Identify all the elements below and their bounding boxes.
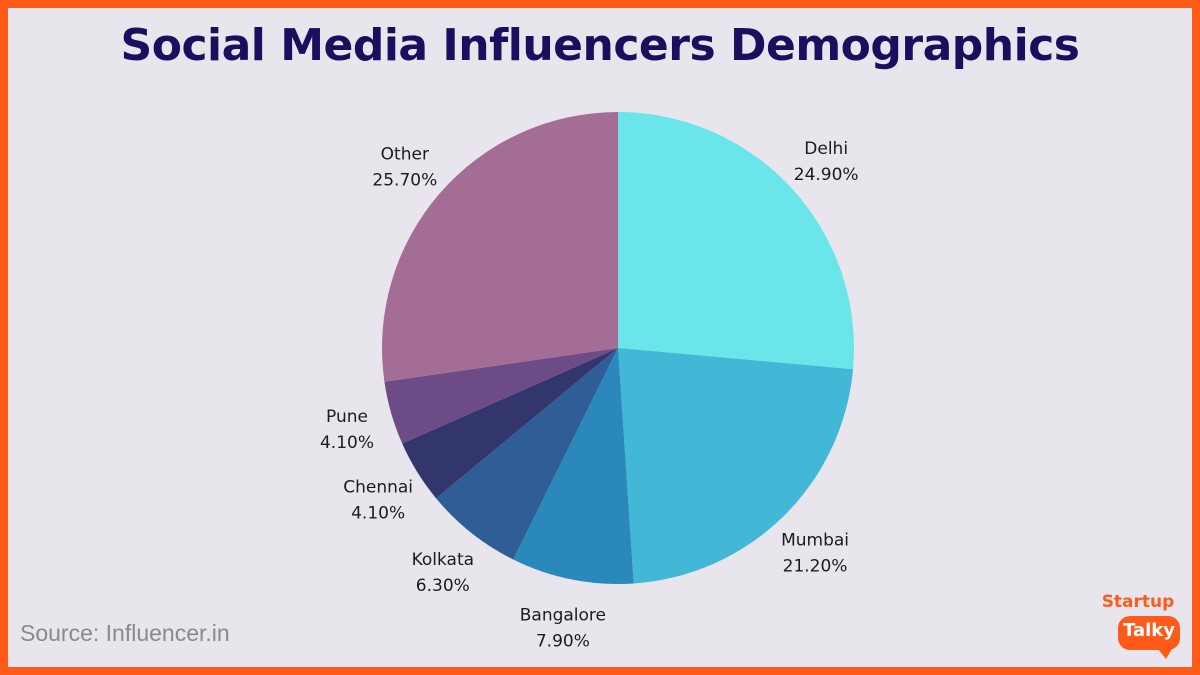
pie-slice-chennai — [402, 348, 618, 499]
slice-value: 7.90% — [536, 632, 590, 652]
slice-value: 21.20% — [783, 557, 848, 577]
slice-label-mumbai: Mumbai 21.20% — [781, 531, 849, 577]
pie-slice-pune — [384, 348, 618, 444]
slice-name: Chennai — [343, 477, 413, 497]
pie-slices — [382, 112, 854, 585]
slice-label-chennai: Chennai 4.10% — [343, 477, 413, 523]
chart-frame: Social Media Influencers Demographics De… — [8, 8, 1192, 667]
slice-value: 4.10% — [320, 433, 374, 453]
slice-name: Other — [381, 144, 429, 164]
slice-label-bangalore: Bangalore 7.90% — [520, 606, 606, 652]
pie-slice-mumbai — [618, 348, 854, 584]
logo-bottom-text: Talky — [1123, 620, 1175, 641]
slice-name: Bangalore — [520, 606, 606, 626]
slice-value: 6.30% — [416, 576, 470, 596]
pie-slice-bangalore — [513, 348, 634, 585]
logo-bubble: Talky — [1118, 616, 1180, 659]
pie-slice-other — [382, 112, 618, 382]
slice-label-delhi: Delhi 24.90% — [794, 139, 859, 185]
pie-chart: Delhi 24.90% Mumbai 21.20% Bangalore 7.90% Kol… — [320, 112, 859, 652]
slice-label-kolkata: Kolkata 6.30% — [412, 550, 474, 596]
slice-name: Mumbai — [781, 531, 849, 551]
slice-name: Pune — [326, 407, 368, 427]
pie-slice-kolkata — [436, 348, 618, 560]
startuptalky-logo: Startup Talky — [1090, 592, 1186, 662]
pie-labels: Delhi 24.90% Mumbai 21.20% Bangalore 7.90% Kol… — [320, 139, 859, 652]
slice-label-pune: Pune 4.10% — [320, 407, 374, 453]
slice-label-other: Other 25.70% — [372, 144, 437, 190]
slice-value: 24.90% — [794, 165, 859, 185]
slice-value: 25.70% — [372, 170, 437, 190]
logo-top-text: Startup — [1101, 592, 1175, 612]
chart-title: Social Media Influencers Demographics — [120, 20, 1080, 71]
slice-name: Kolkata — [412, 550, 474, 570]
pie-slice-delhi — [618, 112, 854, 370]
slice-name: Delhi — [804, 139, 848, 159]
source-note: Source: Influencer.in — [20, 620, 230, 646]
slice-value: 4.10% — [351, 503, 405, 523]
